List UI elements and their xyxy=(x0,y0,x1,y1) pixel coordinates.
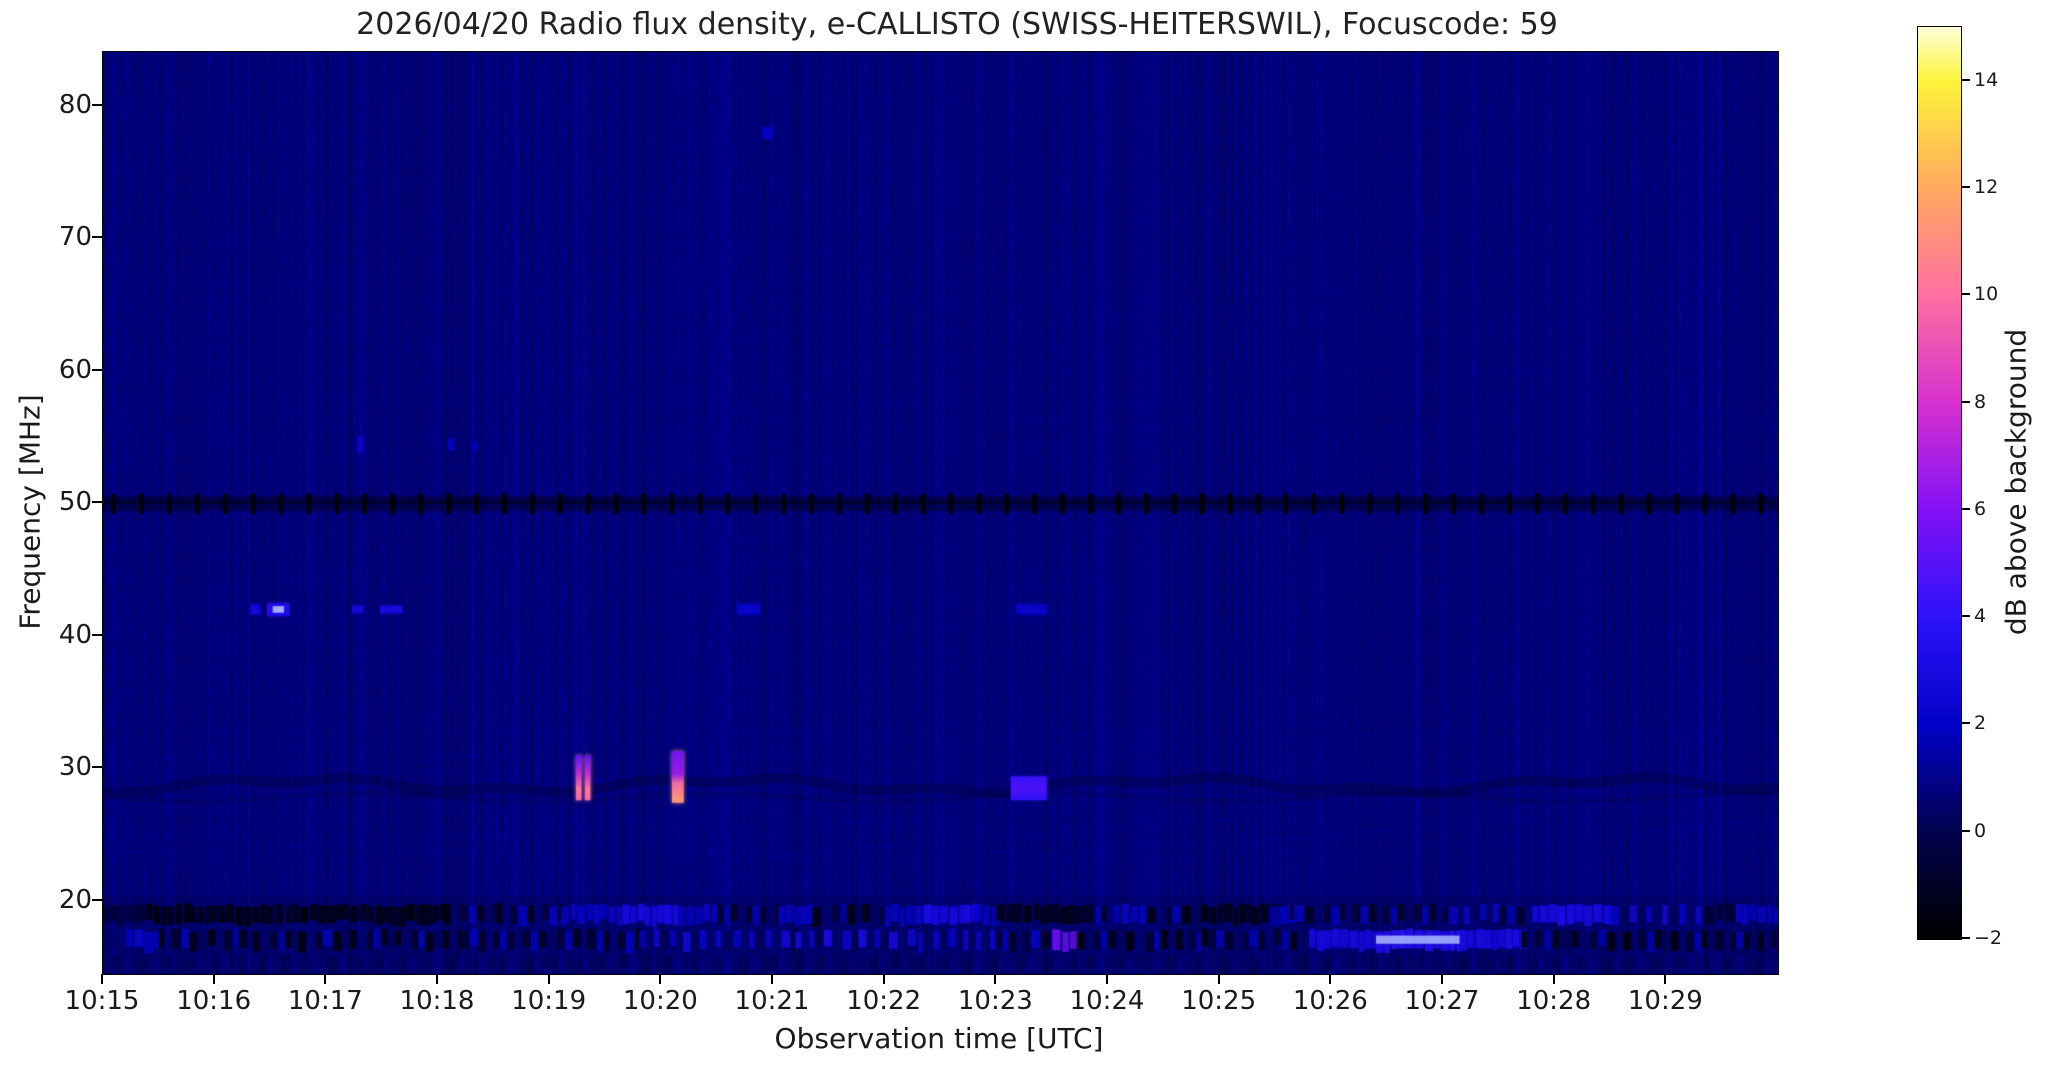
colorbar-tick-mark xyxy=(1962,185,1970,188)
x-axis-tick-label: 10:15 xyxy=(64,986,140,1016)
colorbar-tick-mark xyxy=(1962,400,1970,403)
x-axis-tick-mark xyxy=(882,974,885,984)
y-axis-tick-mark xyxy=(92,103,102,106)
x-axis-tick-label: 10:27 xyxy=(1404,986,1480,1016)
y-axis-tick-label: 30 xyxy=(58,752,92,783)
colorbar-tick-mark xyxy=(1962,293,1970,296)
x-axis-tick-mark xyxy=(1552,974,1555,984)
x-axis-tick-mark xyxy=(436,974,438,984)
y-axis-tick-mark xyxy=(92,501,102,504)
colorbar xyxy=(1917,26,1962,940)
x-axis-tick-mark xyxy=(1106,974,1108,984)
y-axis-label: Frequency [MHz] xyxy=(13,394,47,630)
x-axis-tick-label: 10:19 xyxy=(511,986,587,1016)
colorbar-tick-label: 12 xyxy=(1974,175,1999,198)
colorbar-tick-label: −2 xyxy=(1974,927,2003,949)
chart-title: 2026/04/20 Radio flux density, e-CALLIST… xyxy=(356,7,1558,42)
colorbar-tick-label: 10 xyxy=(1974,283,1999,306)
colorbar-tick-mark xyxy=(1962,722,1970,725)
colorbar-tick-label: 0 xyxy=(1974,819,1987,842)
x-axis-tick-mark xyxy=(547,974,550,984)
colorbar-tick-label: 6 xyxy=(1974,497,1987,520)
x-axis-tick-label: 10:25 xyxy=(1181,986,1257,1016)
y-axis-tick-label: 80 xyxy=(58,89,92,120)
x-axis-tick-label: 10:26 xyxy=(1292,986,1368,1016)
y-axis-tick-mark xyxy=(92,368,102,371)
x-axis-tick-label: 10:28 xyxy=(1516,986,1592,1016)
colorbar-tick-label: 2 xyxy=(1974,712,1987,735)
y-axis-tick-mark xyxy=(92,236,102,239)
x-axis-tick-mark xyxy=(1217,974,1220,984)
colorbar-label: dB above background xyxy=(1999,328,2033,636)
y-axis-tick-label: 70 xyxy=(58,222,92,253)
x-axis-tick-label: 10:22 xyxy=(846,986,922,1016)
colorbar-tick-mark xyxy=(1962,78,1970,81)
x-axis-tick-label: 10:17 xyxy=(287,986,363,1016)
colorbar-tick-mark xyxy=(1962,507,1970,510)
spectrogram-plot-area xyxy=(102,51,1779,975)
x-axis-tick-mark xyxy=(1329,974,1332,984)
colorbar-tick-label: 8 xyxy=(1974,390,1987,413)
x-axis-tick-label: 10:29 xyxy=(1627,986,1703,1016)
x-axis-tick-mark xyxy=(324,974,327,984)
x-axis-tick-label: 10:23 xyxy=(957,986,1033,1016)
y-axis-tick-mark xyxy=(92,766,102,769)
x-axis-tick-label: 10:18 xyxy=(399,986,475,1016)
x-axis-tick-mark xyxy=(101,974,103,984)
colorbar-tick-label: 14 xyxy=(1974,68,1999,91)
x-axis-tick-mark xyxy=(212,974,215,984)
y-axis-tick-mark xyxy=(92,633,102,636)
spectrogram-canvas xyxy=(103,52,1778,974)
colorbar-tick-label: 4 xyxy=(1974,605,1987,628)
colorbar-tick-mark xyxy=(1962,829,1970,832)
colorbar-tick-mark xyxy=(1962,615,1970,618)
y-axis-tick-label: 60 xyxy=(58,354,92,385)
x-axis-tick-mark xyxy=(771,974,773,984)
x-axis-tick-mark xyxy=(1664,974,1667,984)
y-axis-tick-mark xyxy=(92,898,102,901)
y-axis-tick-label: 20 xyxy=(58,884,92,915)
x-axis-tick-label: 10:24 xyxy=(1069,986,1145,1016)
colorbar-tick-mark xyxy=(1962,937,1970,939)
x-axis-tick-mark xyxy=(659,974,662,984)
x-axis-tick-label: 10:21 xyxy=(734,986,810,1016)
x-axis-tick-mark xyxy=(994,974,997,984)
x-axis-tick-label: 10:16 xyxy=(176,986,252,1016)
x-axis-tick-label: 10:20 xyxy=(622,986,698,1016)
x-axis-label: Observation time [UTC] xyxy=(774,1022,1104,1055)
y-axis-tick-label: 50 xyxy=(58,487,92,518)
x-axis-tick-mark xyxy=(1441,974,1443,984)
y-axis-tick-label: 40 xyxy=(58,619,92,650)
